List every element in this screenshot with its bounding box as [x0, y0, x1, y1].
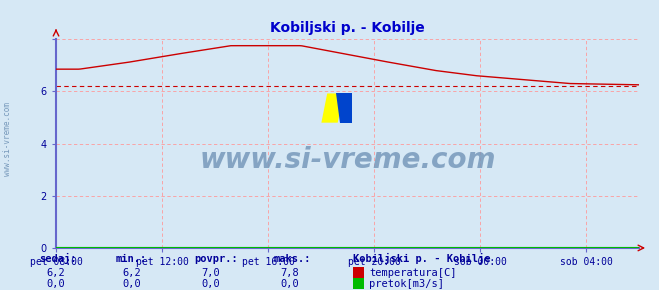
Text: pretok[m3/s]: pretok[m3/s]: [369, 279, 444, 289]
Text: 6,2: 6,2: [123, 268, 141, 278]
Title: Kobiljski p. - Kobilje: Kobiljski p. - Kobilje: [270, 21, 425, 35]
Text: maks.:: maks.:: [273, 254, 311, 264]
Text: temperatura[C]: temperatura[C]: [369, 268, 457, 278]
Text: 6,2: 6,2: [47, 268, 65, 278]
Text: www.si-vreme.com: www.si-vreme.com: [3, 102, 13, 176]
Text: Kobiljski p. - Kobilje: Kobiljski p. - Kobilje: [353, 253, 490, 264]
Text: min.:: min.:: [115, 254, 146, 264]
Text: povpr.:: povpr.:: [194, 254, 238, 264]
Text: 0,0: 0,0: [202, 279, 220, 289]
Text: 0,0: 0,0: [123, 279, 141, 289]
Polygon shape: [322, 93, 343, 123]
Text: 0,0: 0,0: [281, 279, 299, 289]
Text: 7,0: 7,0: [202, 268, 220, 278]
Polygon shape: [336, 93, 352, 123]
Text: sedaj:: sedaj:: [40, 253, 77, 264]
Text: 7,8: 7,8: [281, 268, 299, 278]
Text: www.si-vreme.com: www.si-vreme.com: [200, 146, 496, 174]
Text: 0,0: 0,0: [47, 279, 65, 289]
